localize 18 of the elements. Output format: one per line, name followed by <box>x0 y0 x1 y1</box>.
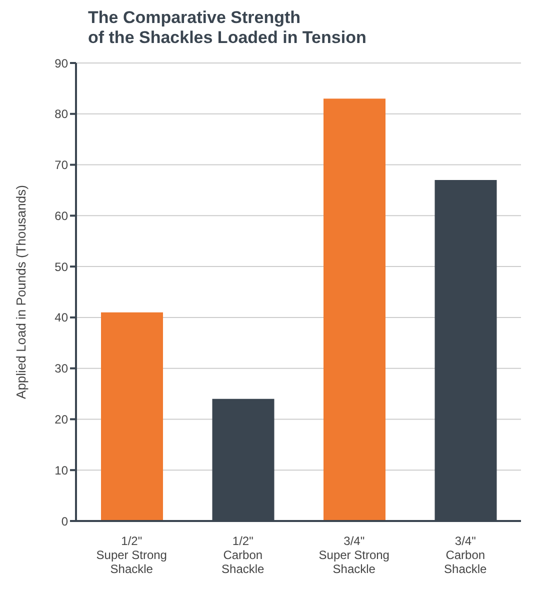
y-tick-label: 20 <box>54 412 68 426</box>
y-axis-title: Applied Load in Pounds (Thousands) <box>14 185 29 399</box>
y-tick-label: 0 <box>61 514 68 528</box>
y-tick-label: 60 <box>54 208 68 223</box>
x-tick-label: 3/4" Carbon Shackle <box>444 534 488 576</box>
bar <box>324 98 386 521</box>
x-tick-label: 3/4" Super Strong Shackle <box>318 534 390 576</box>
bar <box>101 312 163 521</box>
y-tick-label: 70 <box>54 158 68 172</box>
y-tick-label: 80 <box>54 107 68 122</box>
y-tick-label: 40 <box>54 310 68 325</box>
y-tick-label: 30 <box>54 362 68 376</box>
x-tick-label: 1/2" Carbon Shackle <box>222 534 265 576</box>
y-tick-label: 50 <box>54 260 68 274</box>
chart-title: The Comparative Strength of the Shackles Loaded in Tension <box>88 8 368 48</box>
x-tick-label: 1/2" Super Strong Shackle <box>96 534 167 576</box>
y-tick-label: 10 <box>54 463 68 478</box>
y-tick-label: 90 <box>54 56 68 70</box>
